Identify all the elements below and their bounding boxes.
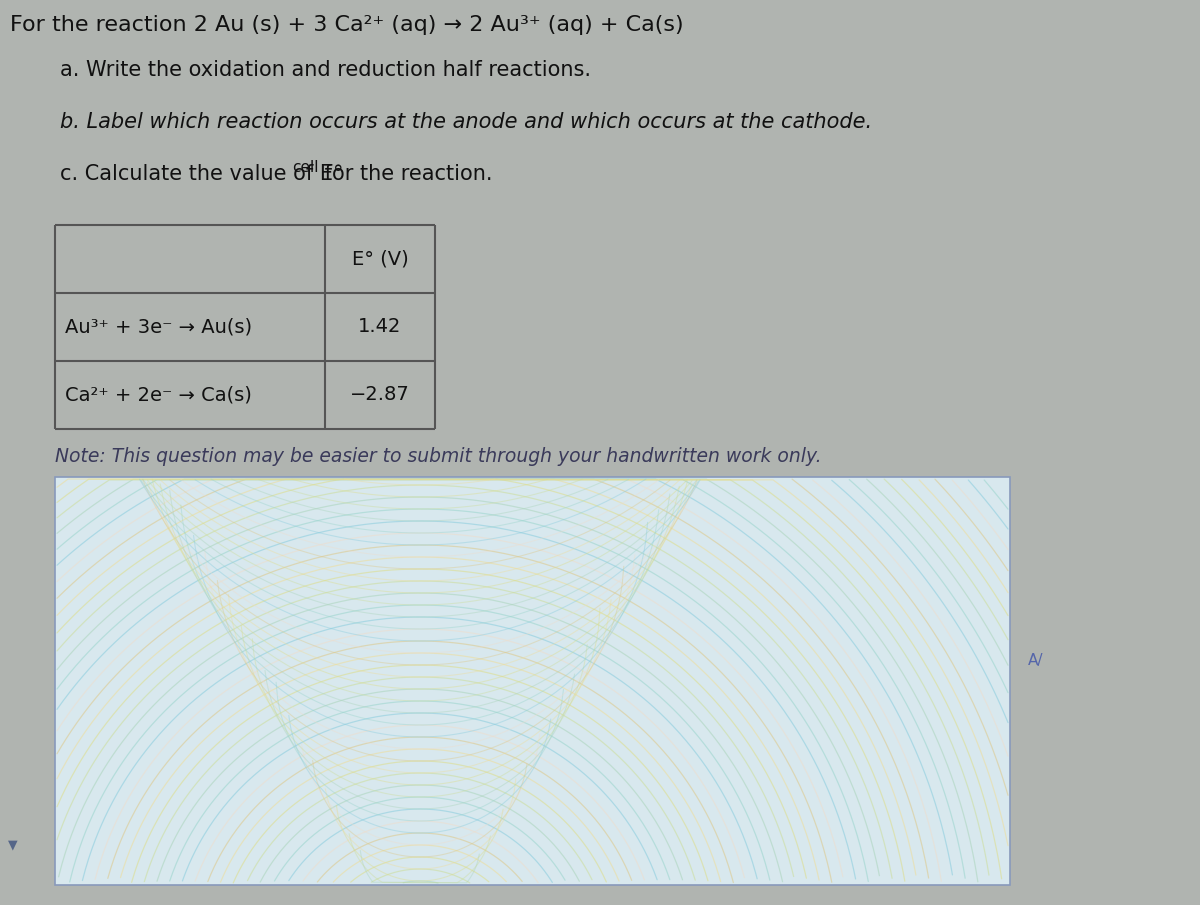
Text: ▼: ▼: [8, 839, 18, 852]
Text: −2.87: −2.87: [350, 386, 410, 405]
Text: Note: This question may be easier to submit through your handwritten work only.: Note: This question may be easier to sub…: [55, 447, 822, 466]
Text: Au³⁺ + 3e⁻ → Au(s): Au³⁺ + 3e⁻ → Au(s): [65, 318, 252, 337]
Text: Ca²⁺ + 2e⁻ → Ca(s): Ca²⁺ + 2e⁻ → Ca(s): [65, 386, 252, 405]
Text: 1.42: 1.42: [359, 318, 402, 337]
Text: For the reaction 2 Au (s) + 3 Ca²⁺ (aq) → 2 Au³⁺ (aq) + Ca(s): For the reaction 2 Au (s) + 3 Ca²⁺ (aq) …: [10, 15, 684, 35]
Bar: [55, 477, 1010, 885]
Text: a. Write the oxidation and reduction half reactions.: a. Write the oxidation and reduction hal…: [60, 60, 592, 80]
Text: E° (V): E° (V): [352, 250, 408, 269]
Text: b. Label which reaction occurs at the anode and which occurs at the cathode.: b. Label which reaction occurs at the an…: [60, 112, 872, 132]
Text: for the reaction.: for the reaction.: [318, 164, 493, 184]
Text: cell: cell: [293, 160, 319, 175]
Text: c. Calculate the value of E°: c. Calculate the value of E°: [60, 164, 343, 184]
Text: A/: A/: [1028, 653, 1044, 669]
